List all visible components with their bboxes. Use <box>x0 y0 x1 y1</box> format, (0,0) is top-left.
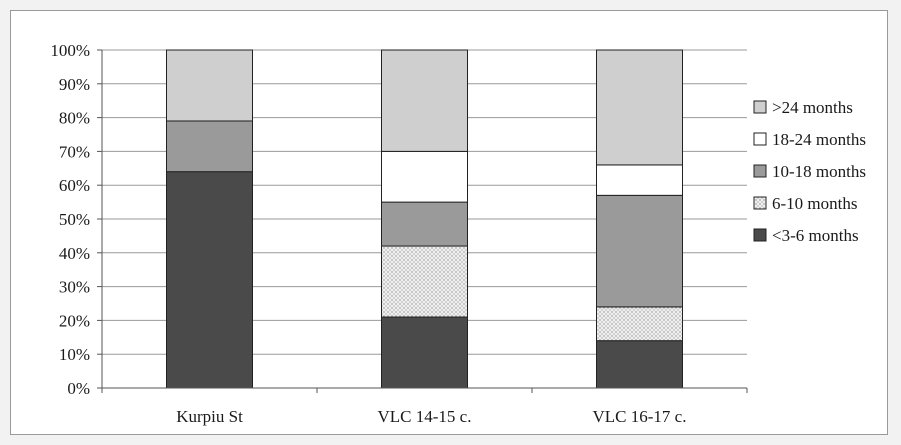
y-tick-label: 80% <box>59 109 90 128</box>
bar-segment <box>381 201 468 247</box>
bars <box>166 49 683 389</box>
legend-label: 18-24 months <box>772 130 866 149</box>
y-axis-tick-labels: 0% 10% 20% 30% 40% 50% 60% 70% 80% 90% 100% <box>50 41 90 398</box>
bar-segment <box>596 194 683 308</box>
bar-segment <box>381 49 468 152</box>
bar-segment <box>596 306 683 342</box>
legend-label: 6-10 months <box>772 194 857 213</box>
legend-swatch <box>753 228 767 242</box>
y-tick-label: 60% <box>59 176 90 195</box>
legend-label: <3-6 months <box>772 226 859 245</box>
chart-frame: 0% 10% 20% 30% 40% 50% 60% 70% 80% 90% 100% Kurpiu… <box>10 10 888 435</box>
legend: >24 months 18-24 months 10-18 months 6-10 m… <box>753 98 866 245</box>
bar-segment <box>596 164 683 196</box>
stacked-bar-chart: 0% 10% 20% 30% 40% 50% 60% 70% 80% 90% 100% Kurpiu… <box>50 41 866 426</box>
x-category-label: Kurpiu St <box>176 407 243 426</box>
y-tick-label: 0% <box>67 379 90 398</box>
x-category-label: VLC 14-15 c. <box>378 407 472 426</box>
bar-segment <box>381 316 468 389</box>
y-tick-label: 10% <box>59 345 90 364</box>
x-axis-category-labels: Kurpiu St VLC 14-15 c. VLC 16-17 c. <box>176 407 686 426</box>
legend-swatch <box>753 196 767 210</box>
y-tick-label: 30% <box>59 278 90 297</box>
bar-segment <box>166 120 253 173</box>
y-tick-label: 70% <box>59 142 90 161</box>
bar-segment <box>166 49 253 122</box>
bar-segment <box>381 150 468 203</box>
legend-swatch <box>753 100 767 114</box>
bar-segment <box>381 245 468 318</box>
y-tick-label: 20% <box>59 311 90 330</box>
x-category-label: VLC 16-17 c. <box>593 407 687 426</box>
legend-swatch <box>753 132 767 146</box>
legend-label: >24 months <box>772 98 853 117</box>
legend-swatch <box>753 164 767 178</box>
bar-segment <box>596 340 683 389</box>
y-tick-label: 90% <box>59 75 90 94</box>
bar-segment <box>166 171 253 389</box>
y-tick-label: 50% <box>59 210 90 229</box>
y-tick-label: 100% <box>50 41 90 60</box>
axes <box>97 49 748 393</box>
legend-label: 10-18 months <box>772 162 866 181</box>
y-tick-label: 40% <box>59 244 90 263</box>
bar-segment <box>596 49 683 166</box>
